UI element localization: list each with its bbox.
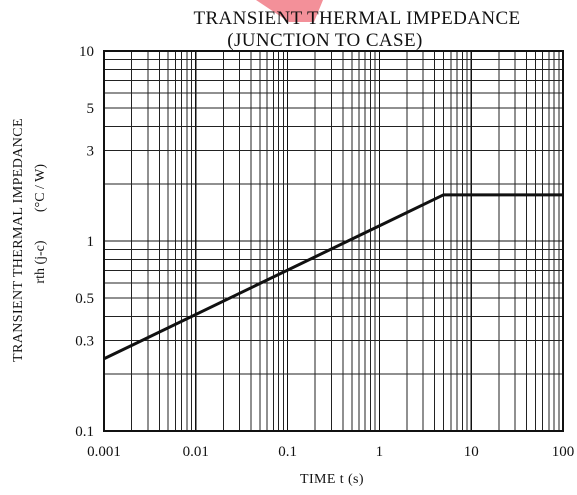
thermal-impedance-line <box>103 193 563 361</box>
series-layer <box>103 193 563 361</box>
x-axis-tick-labels: 0.001 0.01 0.1 1 10 100 <box>87 444 574 460</box>
plot-frame <box>103 50 564 432</box>
red-watermark-logo <box>256 0 323 22</box>
x-tick-label: 10 <box>464 444 479 460</box>
y-axis-unit: (°C / W) <box>33 164 48 212</box>
x-tick-label: 1 <box>376 444 384 460</box>
y-tick-label: 0.1 <box>75 424 94 440</box>
y-axis-label: TRANSIENT THERMAL IMPEDANCE <box>11 118 26 362</box>
x-tick-label: 100 <box>552 444 575 460</box>
y-axis-tick-labels: 0.1 0.3 0.5 1 3 5 10 <box>75 44 94 440</box>
y-axis-symbol: rth (j-c) <box>33 240 48 283</box>
x-axis-label: TIME t (s) <box>300 472 364 487</box>
chart-subtitle: (JUNCTION TO CASE) <box>227 30 422 51</box>
x-tick-label: 0.001 <box>87 444 121 460</box>
plot-grid <box>103 50 564 432</box>
y-tick-label: 1 <box>87 234 95 250</box>
y-tick-label: 0.3 <box>75 333 94 349</box>
x-tick-label: 0.1 <box>278 444 297 460</box>
y-tick-label: 0.5 <box>75 291 94 307</box>
y-tick-label: 10 <box>79 44 94 60</box>
x-tick-label: 0.01 <box>183 444 209 460</box>
y-tick-label: 5 <box>87 101 95 117</box>
y-tick-label: 3 <box>87 143 95 159</box>
chart-title: TRANSIENT THERMAL IMPEDANCE <box>193 8 520 29</box>
